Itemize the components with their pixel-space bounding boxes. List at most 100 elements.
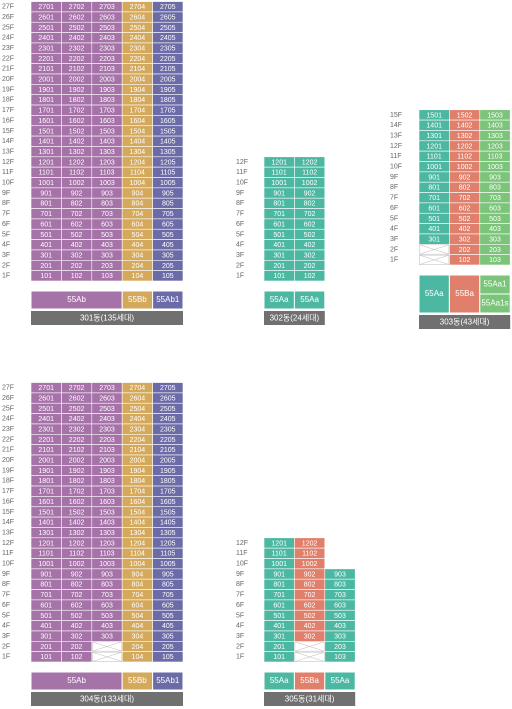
unit-number: 1003 [99,180,115,187]
type-label: 55Ab1 [156,676,180,685]
unit-number: 2105 [160,447,176,454]
unit-number: 1005 [160,180,176,187]
unit-number: 401 [273,623,285,630]
type-box [418,274,450,314]
type-label: 55Bb [128,676,147,685]
floor-label: 13F [2,529,14,536]
unit-number: 601 [273,221,285,228]
unit-number: 2501 [38,25,54,32]
floor-label: 5F [390,215,398,222]
floor-label: 2F [2,643,10,650]
unit-number: 901 [40,571,52,578]
unit-number: 1302 [69,530,85,537]
unit-number: 903 [334,571,346,578]
floor-label: 6F [2,602,10,609]
unit-number: 1301 [38,149,54,156]
unit-number: 1002 [302,561,318,568]
unit-number: 701 [428,195,440,202]
floor-label: 14F [2,519,14,526]
floor-label: 9F [2,190,10,197]
floor-label: 2F [390,246,398,253]
floor-label: 4F [236,623,244,630]
unit-number: 1305 [160,149,176,156]
floor-label: 15F [2,128,14,135]
floor-label: 16F [2,117,14,124]
type-label: 55Ab [67,295,86,304]
unit-number: 802 [304,201,316,208]
unit-number: 103 [101,273,113,280]
unit-number: 603 [489,205,501,212]
floor-label: 7F [390,195,398,202]
unit-number: 2502 [69,25,85,32]
unit-number: 705 [162,592,174,599]
unit-number: 1102 [69,551,84,558]
unit-number: 1401 [38,520,54,527]
floor-label: 24F [2,416,14,423]
unit-number: 1202 [457,143,473,150]
unit-number: 2505 [160,25,176,32]
unit-number: 203 [101,263,113,270]
unit-number: 502 [459,216,471,223]
unit-number: 1802 [69,97,85,104]
unit-number: 2105 [160,66,176,73]
unit-number: 102 [71,273,83,280]
unit-number: 2104 [130,66,146,73]
unit-number: 1604 [130,499,146,506]
floor-label: 12F [236,159,248,166]
floor-label: 10F [390,164,402,171]
unit-number: 2404 [130,35,146,42]
unit-number: 701 [40,211,52,218]
unit-number: 1801 [38,97,54,104]
unit-number: 1204 [130,159,146,166]
unit-number: 202 [71,263,83,270]
unit-number: 702 [304,211,316,218]
unit-number: 1605 [160,499,176,506]
unit-number: 102 [304,273,316,280]
unit-number: 1703 [99,489,115,496]
floor-label: 17F [2,107,14,114]
floor-label: 16F [2,498,14,505]
unit-number: 2001 [38,77,54,84]
building-footer [419,315,511,329]
building-footer [264,692,356,706]
unit-number: 104 [132,273,144,280]
unit-number: 405 [162,623,174,630]
unit-number: 304 [132,633,144,640]
unit-number: 305 [162,252,174,259]
unit-number: 803 [101,582,113,589]
floor-label: 6F [390,205,398,212]
unit-number: 703 [489,195,501,202]
unit-number: 2102 [69,66,85,73]
unit-number: 304 [132,252,144,259]
unit-number: 2401 [38,416,54,423]
unit-number: 703 [101,592,113,599]
floor-label: 13F [390,132,402,139]
unit-number: 1003 [487,164,503,171]
unit-number: 2103 [99,66,115,73]
unit-number: 2002 [69,458,85,465]
floor-label: 11F [2,169,14,176]
unit-number: 2604 [130,395,146,402]
floor-label: 17F [2,488,14,495]
empty-cross [92,651,122,662]
type-label: 55Ab1 [156,295,180,304]
unit-number: 103 [334,654,346,661]
floor-label: 19F [2,86,14,93]
unit-number: 1201 [38,159,54,166]
floor-label: 27F [2,385,14,392]
unit-number: 2403 [99,416,115,423]
unit-number: 2301 [38,426,54,433]
unit-number: 802 [304,582,316,589]
unit-number: 1704 [130,108,146,115]
unit-number: 702 [71,592,83,599]
unit-number: 505 [162,613,174,620]
unit-number: 1804 [130,478,146,485]
unit-number: 1004 [130,180,146,187]
floor-label: 3F [2,633,10,640]
floor-label: 8F [2,200,10,207]
unit-number: 1501 [38,509,54,516]
unit-number: 1502 [457,112,473,119]
unit-number: 1101 [427,154,442,161]
empty-cross [419,254,449,265]
